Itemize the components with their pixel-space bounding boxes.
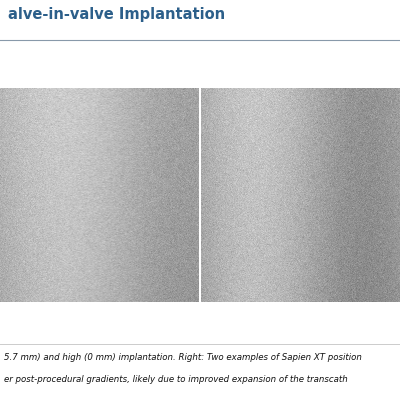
Text: SA: SA <box>350 71 365 81</box>
Text: Depth: 0 mm: Depth: 0 mm <box>12 309 88 319</box>
Text: er post-procedural gradients, likely due to improved expansion of the transcath: er post-procedural gradients, likely due… <box>4 375 348 384</box>
Text: ount 23 mm: ount 23 mm <box>6 52 72 62</box>
Text: alve-in-valve Implantation: alve-in-valve Implantation <box>8 7 225 22</box>
Text: Mean Gradient: 30 mmHg: Mean Gradient: 30 mmHg <box>213 326 364 336</box>
Text: Depth: 14.7 %: Depth: 14.7 % <box>213 309 296 319</box>
Text: Mean Gradient: 6 mmHg: Mean Gradient: 6 mmHg <box>12 326 156 336</box>
Text: Carpentier-E: Carpentier-E <box>310 52 380 62</box>
Text: 5.7 mm) and high (0 mm) implantation. Right: Two examples of Sapien XT position: 5.7 mm) and high (0 mm) implantation. Ri… <box>4 353 362 362</box>
Text: m: m <box>6 71 16 81</box>
